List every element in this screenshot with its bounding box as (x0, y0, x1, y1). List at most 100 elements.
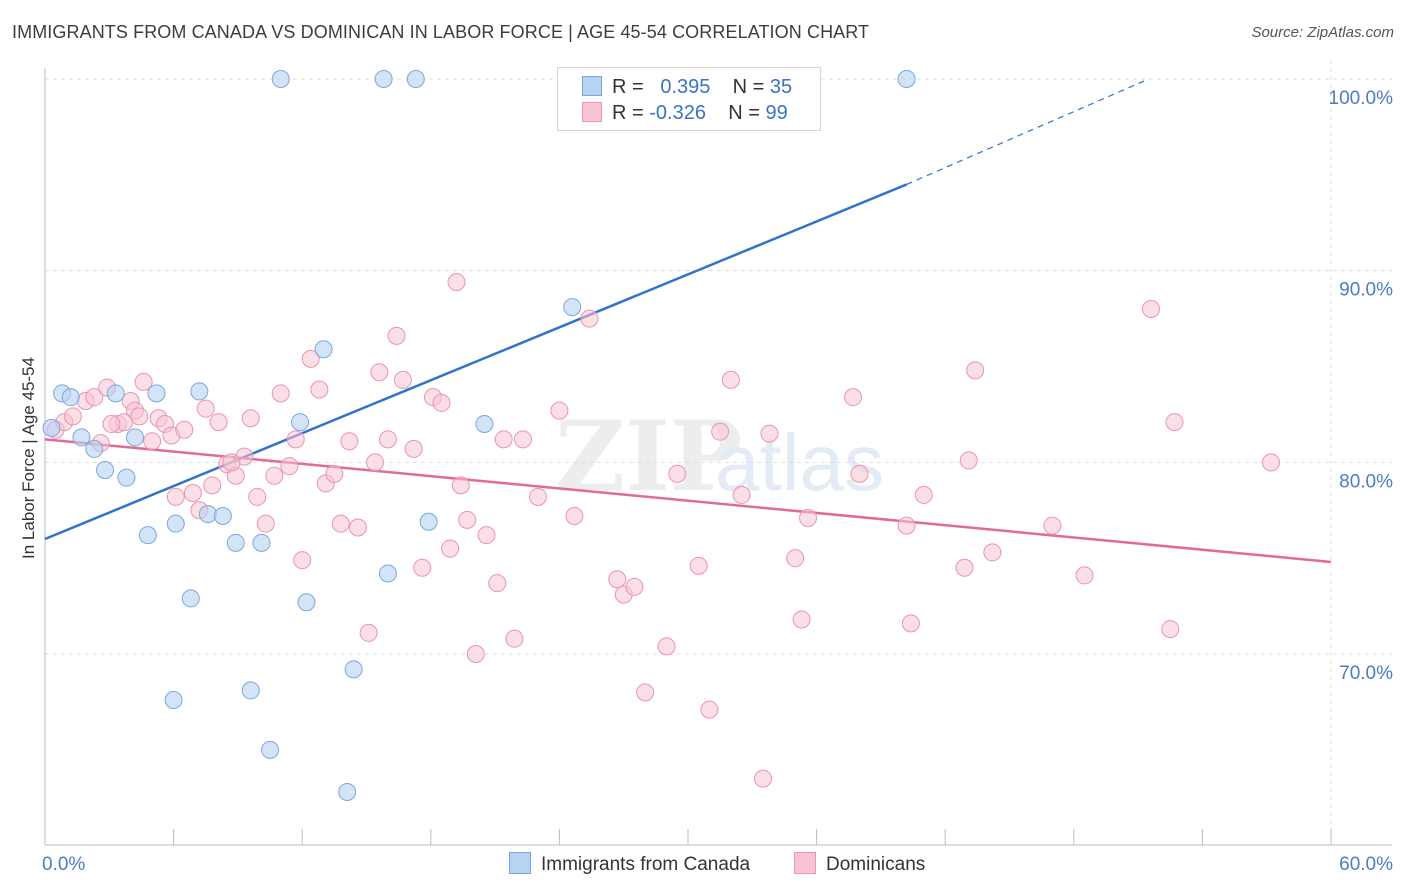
dominicans-point (331, 514, 350, 533)
dominicans-point (959, 451, 978, 470)
dominicans-point (404, 439, 423, 458)
legend-n-value-canada: 35 (769, 76, 793, 98)
dominicans-point (359, 623, 378, 642)
y-tick-label: 80.0% (1339, 471, 1393, 492)
legend-r-value-canada: 0.395 (660, 76, 711, 98)
legend-r-label: R = (612, 76, 644, 98)
bottom-legend-swatch-canada (509, 852, 531, 874)
dominicans-point (265, 466, 284, 485)
dominicans-point (844, 388, 863, 407)
canada-point (147, 384, 166, 403)
canada-point (96, 461, 115, 479)
bottom-legend-swatch-dominicans (794, 852, 816, 874)
x-tick-labels: 0.0% 60.0% (42, 854, 1393, 875)
dominicans-point (625, 577, 644, 596)
dominicans-point (447, 273, 466, 292)
dominicans-point (393, 370, 412, 389)
y-tick-label: 70.0% (1339, 663, 1393, 684)
dominicans-point (477, 526, 496, 545)
canada-point (72, 428, 91, 447)
canada-point (138, 526, 157, 545)
dominicans-point (700, 700, 719, 719)
dominicans-point (1043, 516, 1062, 535)
legend-swatch-dominicans (582, 102, 602, 122)
canada-point (117, 468, 136, 487)
dominicans-point (528, 487, 547, 506)
dominicans-point (760, 424, 779, 443)
dominicans-point (387, 326, 406, 345)
dominicans-point (1261, 453, 1280, 472)
dominicans-point (608, 570, 627, 589)
dominicans-point (955, 558, 974, 577)
canada-point (291, 413, 310, 432)
dominicans-point (505, 629, 524, 648)
dominicans-point (792, 610, 811, 629)
canada-point (475, 415, 494, 433)
bottom-legend-label-canada: Immigrants from Canada (541, 854, 751, 875)
dominicans-point (799, 508, 818, 527)
canada-point (314, 340, 333, 359)
dominicans-point (256, 514, 275, 533)
canada-point (106, 384, 125, 403)
canada-point (164, 691, 183, 709)
dominicans-point (286, 430, 305, 449)
dominicans-point (366, 453, 385, 472)
dominicans-point (721, 370, 740, 389)
bottom-legend-dominicans: Dominicans (794, 852, 925, 876)
dominicans-point (432, 393, 451, 412)
canada-point (126, 428, 145, 447)
dominicans-point (63, 407, 82, 426)
y-tick-label: 100.0% (1329, 88, 1394, 109)
dominicans-point (458, 510, 477, 529)
dominicans-point (1161, 620, 1180, 639)
dominicans-point (134, 372, 153, 391)
canada-trend-extension (906, 78, 1150, 185)
dominicans-trend-line (44, 438, 1332, 564)
watermark: ZIP atlas (555, 400, 884, 513)
canada-point (419, 512, 438, 531)
dominicans-point (711, 422, 730, 441)
dominicans-point (325, 464, 344, 483)
canada-point (198, 505, 217, 524)
dominicans-point (732, 485, 751, 504)
dominicans-point (340, 432, 359, 451)
canada-point (563, 298, 582, 317)
dominicans-point (348, 518, 367, 537)
dominicans-point (488, 574, 507, 593)
legend-n-label: N = (728, 102, 760, 124)
axes (44, 68, 1392, 846)
dominicans-point (754, 769, 773, 788)
canada-point (252, 533, 271, 552)
dominicans-point (914, 485, 933, 504)
dominicans-point (786, 549, 805, 568)
x-tick-label-min: 0.0% (42, 854, 85, 875)
dominicans-point (175, 420, 194, 439)
bottom-legend-canada: Immigrants from Canada (509, 852, 750, 876)
canada-point (213, 507, 232, 525)
dominicans-point (689, 556, 708, 575)
dominicans-point (441, 539, 460, 558)
legend-swatch-canada (582, 76, 602, 96)
canada-point (181, 589, 200, 608)
dominicans-point (1075, 566, 1094, 585)
dominicans-point (413, 558, 432, 577)
canada-point (261, 740, 280, 759)
dominicans-point (271, 384, 290, 403)
canada-point (344, 660, 363, 679)
dominicans-point (203, 476, 222, 495)
source-credit: Source: ZipAtlas.com (1251, 24, 1394, 41)
bottom-legend-label-dominicans: Dominicans (826, 854, 926, 875)
canada-point (241, 681, 260, 700)
watermark-zip: ZIP (555, 400, 742, 513)
dominicans-point (966, 361, 985, 380)
y-tick-labels: 70.0% 80.0% 90.0% 100.0% (1329, 88, 1394, 684)
dominicans-point (248, 487, 267, 506)
legend-n-value-dominicans: 99 (765, 102, 788, 124)
dominicans-point (1165, 413, 1184, 432)
canada-point (166, 514, 185, 533)
canada-point (42, 418, 61, 437)
dominicans-point (657, 637, 676, 656)
dominicans-point (550, 401, 569, 420)
gridlines (45, 60, 1392, 845)
